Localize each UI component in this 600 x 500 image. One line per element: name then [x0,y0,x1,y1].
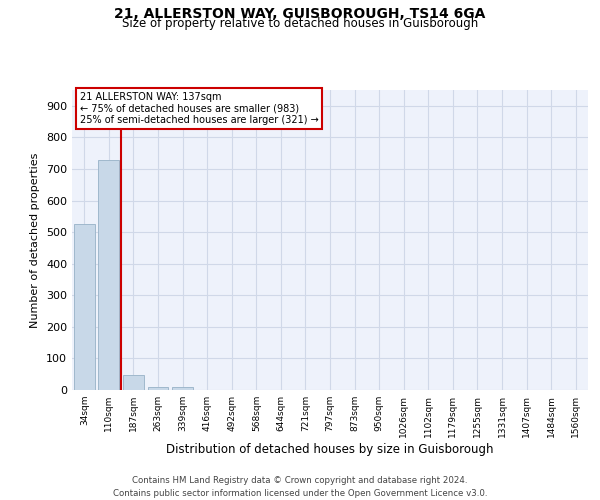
Text: Size of property relative to detached houses in Guisborough: Size of property relative to detached ho… [122,18,478,30]
Text: Contains HM Land Registry data © Crown copyright and database right 2024.: Contains HM Land Registry data © Crown c… [132,476,468,485]
Text: 21 ALLERSTON WAY: 137sqm
← 75% of detached houses are smaller (983)
25% of semi-: 21 ALLERSTON WAY: 137sqm ← 75% of detach… [80,92,319,124]
Bar [172,387,193,390]
Y-axis label: Number of detached properties: Number of detached properties [31,152,40,328]
Text: Distribution of detached houses by size in Guisborough: Distribution of detached houses by size … [166,442,494,456]
Bar [98,160,119,390]
Bar [123,375,144,390]
Bar [148,386,169,390]
Text: Contains public sector information licensed under the Open Government Licence v3: Contains public sector information licen… [113,489,487,498]
Text: 21, ALLERSTON WAY, GUISBOROUGH, TS14 6GA: 21, ALLERSTON WAY, GUISBOROUGH, TS14 6GA [115,8,485,22]
Bar [74,224,95,390]
